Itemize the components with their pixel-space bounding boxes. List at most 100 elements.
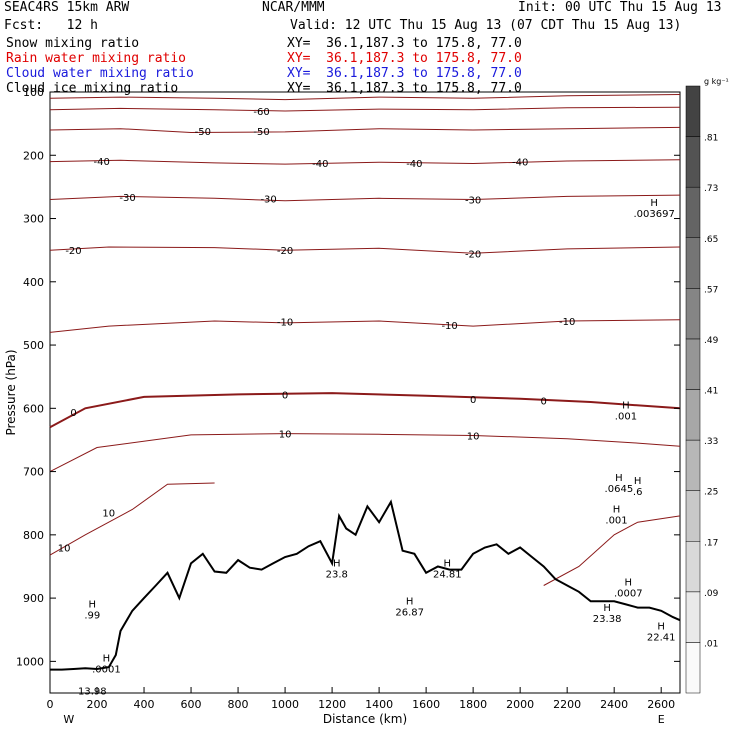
- extremum-value-7: 26.87: [395, 607, 424, 618]
- colorbar-label-1: .09: [704, 589, 719, 599]
- temperature-contour-9: [49, 482, 215, 556]
- contour-label-5-2: -20: [465, 249, 481, 260]
- contour-label-7-2: 0: [470, 395, 476, 406]
- extremum-value-1: .001: [615, 411, 637, 422]
- extremum-value-3: .001: [605, 516, 627, 527]
- init-time: Init: 00 UTC Thu 15 Aug 13: [518, 0, 722, 15]
- extremum-mark-10: H: [657, 622, 665, 633]
- contour-label-9-1: 10: [102, 509, 115, 520]
- colorbar-box-6: [685, 338, 701, 390]
- contour-label-8-0: 10: [279, 430, 292, 441]
- contour-label-9-0: 10: [58, 543, 71, 554]
- extremum-value-12: .0001: [92, 664, 121, 675]
- extremum-value-11: .99: [84, 611, 100, 622]
- colorbar-box-2: [685, 541, 701, 593]
- temperature-contour-10: [543, 515, 681, 586]
- field-3-name: Cloud water mixing ratio: [6, 66, 194, 81]
- colorbar-box-5: [685, 389, 701, 441]
- x-tick-label-7: 1400: [365, 698, 393, 711]
- colorbar-box-7: [685, 288, 701, 340]
- extremum-value-13: 13.98: [78, 687, 107, 698]
- extremum-value-10: 22.41: [647, 633, 676, 644]
- temperature-contour-5: [49, 246, 681, 254]
- extremum-mark-7: H: [406, 596, 414, 607]
- y-tick-label-8: 900: [23, 592, 44, 605]
- colorbar-box-8: [685, 237, 701, 289]
- contour-label-3-0: -40: [94, 157, 110, 168]
- extremum-mark-1: H: [622, 400, 630, 411]
- contour-label-5-1: -20: [277, 246, 293, 257]
- x-tick-label-0: 0: [47, 698, 54, 711]
- temperature-contour-6: [49, 319, 681, 333]
- contour-label-7-1: 0: [282, 390, 288, 401]
- y-tick-label-3: 400: [23, 276, 44, 289]
- temperature-contour-2: [49, 126, 681, 134]
- contour-label-5-0: -20: [65, 246, 81, 257]
- temperature-contour-7: [49, 392, 681, 429]
- extremum-value-5: .6: [633, 487, 643, 498]
- extremum-value-2: .0645: [605, 484, 634, 495]
- extremum-mark-3: H: [613, 505, 621, 516]
- colorbar-unit: g kg⁻¹: [704, 77, 729, 86]
- temperature-contour-4: [49, 194, 681, 202]
- extremum-mark-11: H: [89, 600, 97, 611]
- x-tick-label-1: 200: [87, 698, 108, 711]
- temperature-contour-3: [49, 159, 681, 165]
- field-3-xy: XY= 36.1,187.3 to 175.8, 77.0: [287, 66, 522, 81]
- contour-label-4-0: -30: [119, 193, 135, 204]
- valid-time: Valid: 12 UTC Thu 15 Aug 13 (07 CDT Thu …: [290, 18, 682, 33]
- extremum-mark-8: H: [444, 558, 452, 569]
- field-2-name: Rain water mixing ratio: [6, 51, 187, 66]
- contour-label-3-1: -40: [312, 159, 328, 170]
- extremum-mark-6: H: [333, 558, 341, 569]
- colorbar-box-10: [685, 136, 701, 188]
- y-axis-title: Pressure (hPa): [4, 349, 18, 435]
- x-tick-label-5: 1000: [271, 698, 299, 711]
- field-1-name: Snow mixing ratio: [6, 36, 140, 51]
- contour-label-6-2: -10: [559, 317, 575, 328]
- colorbar-label-6: .49: [704, 336, 719, 346]
- x-tick-label-12: 2400: [600, 698, 628, 711]
- extremum-mark-9: H: [603, 603, 611, 614]
- contour-label-7-0: 0: [70, 408, 76, 419]
- colorbar-box-3: [685, 490, 701, 542]
- colorbar-label-8: .65: [704, 235, 718, 245]
- x-axis-title: Distance (km): [323, 712, 407, 726]
- contour-label-4-2: -30: [465, 196, 481, 207]
- x-tick-label-9: 1800: [459, 698, 487, 711]
- field-1-xy: XY= 36.1,187.3 to 175.8, 77.0: [287, 36, 522, 51]
- field-2-xy: XY= 36.1,187.3 to 175.8, 77.0: [287, 51, 522, 66]
- y-tick-label-6: 700: [23, 466, 44, 479]
- forecast-hour: Fcst: 12 h: [4, 18, 98, 33]
- x-tick-label-10: 2000: [506, 698, 534, 711]
- colorbar-label-3: .25: [704, 488, 718, 498]
- extremum-mark-2: H: [615, 473, 623, 484]
- x-tick-label-2: 400: [134, 698, 155, 711]
- terrain-line: [50, 499, 681, 671]
- colorbar-label-10: .81: [704, 134, 718, 144]
- x-end-label-east: E: [658, 713, 665, 726]
- extremum-value-4: .0007: [614, 588, 643, 599]
- extremum-mark-4: H: [625, 577, 633, 588]
- x-end-label-west: W: [63, 713, 74, 726]
- colorbar-box-11: [685, 85, 701, 137]
- colorbar-label-4: .33: [704, 437, 718, 447]
- contour-label-7-3: 0: [540, 397, 546, 408]
- contour-label-3-2: -40: [406, 159, 422, 170]
- temperature-contour-1: [49, 106, 681, 112]
- extremum-mark-12: H: [103, 653, 111, 664]
- extremum-mark-5: H: [634, 476, 642, 487]
- contour-label-2-0: -50: [195, 127, 211, 138]
- x-tick-label-6: 1200: [318, 698, 346, 711]
- y-tick-label-1: 200: [23, 149, 44, 162]
- y-tick-label-5: 600: [23, 402, 44, 415]
- y-tick-label-9: 1000: [16, 655, 44, 668]
- x-tick-label-8: 1600: [412, 698, 440, 711]
- plot-frame: [49, 91, 681, 694]
- extremum-mark-0: H: [650, 198, 658, 209]
- colorbar-label-2: .17: [704, 538, 718, 548]
- colorbar-box-9: [685, 186, 701, 239]
- extremum-value-8: 24.81: [433, 569, 462, 580]
- extremum-value-6: 23.8: [326, 569, 348, 580]
